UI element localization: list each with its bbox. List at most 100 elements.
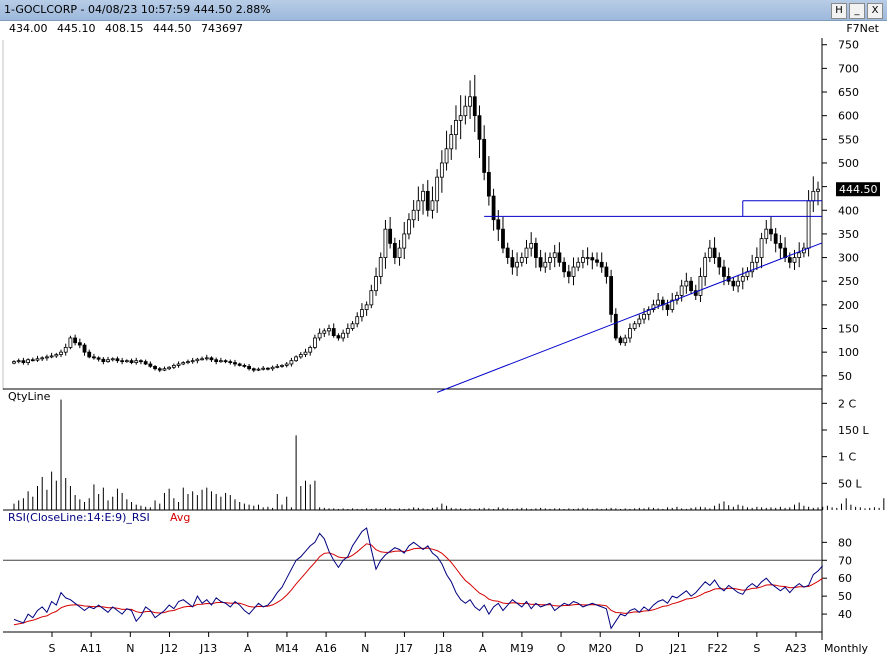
candle-up	[698, 276, 703, 296]
candle-up	[186, 361, 190, 364]
candle-down	[153, 365, 157, 370]
x-axis-label: F22	[708, 642, 728, 655]
candle-up	[581, 257, 585, 263]
candle-down	[148, 363, 153, 367]
candle-up	[369, 290, 374, 306]
candle-up	[637, 318, 642, 325]
candle-up	[816, 188, 820, 192]
rsi-avg-legend: Avg	[170, 511, 190, 524]
candle-up	[124, 360, 129, 363]
candle-up	[585, 257, 590, 259]
candle-up	[167, 366, 172, 370]
candle-down	[228, 361, 233, 364]
support-trendline	[436, 242, 823, 393]
x-axis-label: J13	[199, 642, 217, 655]
candle-up	[200, 358, 204, 361]
candle-up	[703, 257, 708, 277]
candle-up	[317, 332, 322, 339]
candle-up	[529, 242, 534, 249]
x-axis-label: J12	[160, 642, 178, 655]
price-axis-label: 100	[838, 346, 859, 359]
candle-up	[275, 365, 280, 368]
close-button[interactable]: X	[867, 3, 883, 19]
ohlc-low: 408.15	[105, 22, 144, 35]
candle-up	[289, 360, 294, 365]
candle-up	[308, 347, 313, 353]
candle-up	[294, 356, 299, 362]
rsi-axis-label: 40	[838, 608, 852, 621]
candle-up	[280, 365, 284, 367]
candle-down	[251, 368, 256, 371]
candle-up	[449, 134, 454, 150]
candle-up	[411, 209, 416, 221]
candle-up	[750, 261, 755, 273]
candle-up	[628, 328, 632, 339]
candle-down	[533, 242, 538, 258]
candle-down	[214, 359, 219, 363]
candle-up	[270, 366, 275, 370]
ohlc-volume: 743697	[201, 22, 243, 35]
candle-down	[501, 228, 505, 249]
candle-up	[811, 190, 816, 202]
x-axis-label: O	[557, 642, 566, 655]
candle-down	[665, 304, 670, 310]
candle-down	[120, 360, 125, 363]
candle-up	[543, 261, 548, 268]
candle-up	[430, 200, 435, 211]
candle-down	[388, 228, 393, 244]
help-button[interactable]: H	[831, 3, 847, 19]
candle-up	[764, 228, 769, 240]
ohlc-open: 434.00	[9, 22, 48, 35]
candle-down	[233, 362, 237, 365]
candle-down	[242, 365, 247, 367]
candle-up	[54, 354, 59, 357]
price-axis-label: 400	[838, 204, 859, 217]
x-axis-label: J17	[395, 642, 413, 655]
corner-label: F7Net	[846, 22, 879, 35]
candle-up	[407, 219, 411, 235]
candle-up	[35, 358, 40, 361]
price-axis-label: 250	[838, 275, 859, 288]
candle-down	[557, 252, 562, 263]
candle-down	[590, 257, 595, 261]
candle-down	[486, 172, 491, 197]
window-titlebar: 1-GOCLCORP - 04/08/23 10:57:59 444.50 2.…	[0, 0, 887, 21]
candle-up	[341, 332, 346, 339]
ohlc-readout: 434.00 445.10 408.15 444.50 743697	[9, 22, 243, 35]
rsi-axis-label: 70	[838, 554, 852, 567]
volume-axis-label: 1 C	[838, 451, 856, 464]
candle-up	[59, 351, 63, 355]
minimize-button[interactable]: _	[849, 3, 865, 19]
volume-axis-label: 2 C	[838, 397, 856, 410]
candle-up	[327, 328, 331, 332]
candle-up	[646, 309, 651, 315]
price-axis-label: 700	[838, 62, 859, 75]
candle-down	[604, 266, 609, 277]
candle-down	[82, 344, 87, 353]
candle-up	[642, 313, 646, 320]
candle-down	[21, 360, 26, 363]
rsi-axis-label: 60	[838, 572, 852, 585]
candle-down	[472, 96, 477, 117]
candle-down	[505, 247, 510, 258]
price-axis-label: 650	[838, 86, 859, 99]
ohlc-high: 445.10	[57, 22, 96, 35]
candle-up	[736, 280, 740, 287]
candle-down	[331, 328, 336, 337]
candle-down	[712, 247, 717, 258]
candle-down	[783, 247, 787, 258]
x-axis-label: M19	[510, 642, 534, 655]
candle-up	[439, 162, 444, 178]
price-axis-label: 200	[838, 299, 859, 312]
candle-down	[115, 358, 120, 362]
candle-up	[632, 323, 637, 329]
candle-up	[162, 368, 167, 371]
candle-up	[313, 337, 317, 348]
candle-down	[496, 219, 501, 230]
candle-up	[684, 280, 689, 287]
price-axis-label: 550	[838, 133, 859, 146]
candle-down	[538, 257, 543, 268]
volume-axis-label: 150 L	[838, 424, 869, 437]
price-axis-label: 50	[838, 370, 852, 383]
